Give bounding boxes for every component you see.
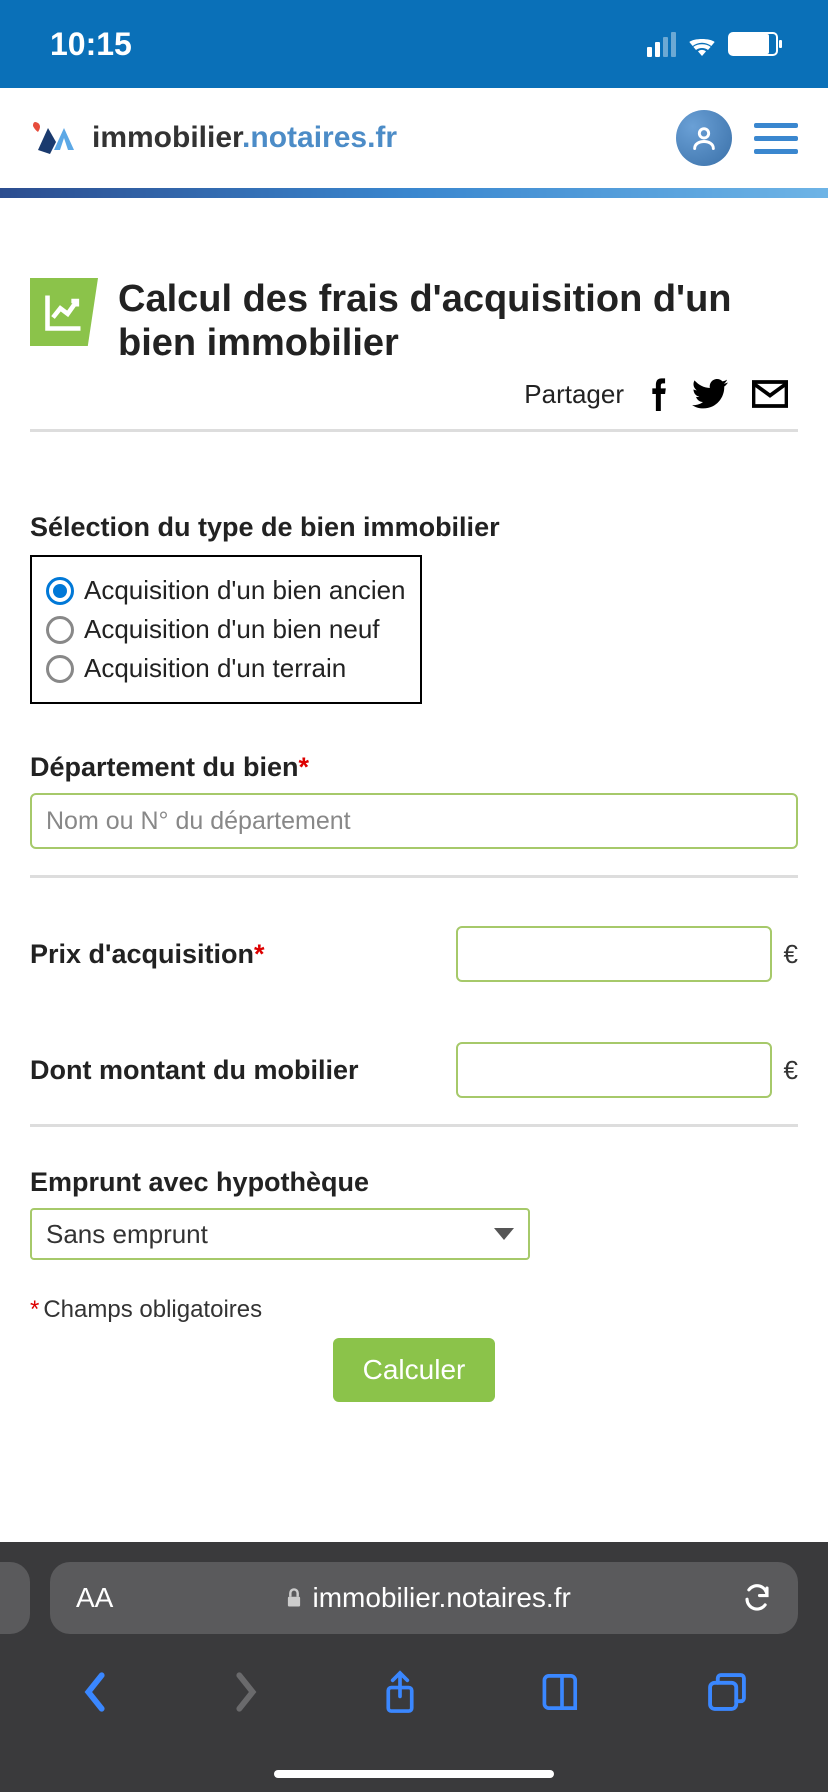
main-content: Calcul des frais d'acquisition d'un bien… [0,198,828,1422]
status-bar: 10:15 [0,0,828,88]
browser-toolbar [0,1670,828,1714]
chart-icon [30,278,98,346]
currency-symbol: € [784,939,798,970]
url-display: immobilier.notaires.fr [285,1582,571,1614]
property-type-group: Acquisition d'un bien ancien Acquisition… [30,555,422,704]
lock-icon [285,1587,303,1609]
mobilier-input[interactable] [456,1042,772,1098]
title-divider [30,429,798,432]
logo[interactable]: immobilier.notaires.fr [30,120,397,156]
signal-icon [647,32,676,57]
facebook-icon[interactable] [648,377,668,411]
emprunt-label: Emprunt avec hypothèque [30,1167,798,1198]
price-input[interactable] [456,926,772,982]
status-icons [647,32,778,57]
battery-icon [728,32,778,56]
page-title: Calcul des frais d'acquisition d'un bien… [118,278,798,365]
calculate-button[interactable]: Calculer [333,1338,496,1402]
radio-icon [46,616,74,644]
property-type-label: Sélection du type de bien immobilier [30,512,798,543]
wifi-icon [686,32,718,56]
radio-label: Acquisition d'un bien neuf [84,614,380,645]
forward-icon[interactable] [232,1672,260,1712]
radio-icon [46,655,74,683]
logo-mark-icon [30,120,84,156]
calc-form: Sélection du type de bien immobilier Acq… [30,512,798,1402]
radio-icon [46,577,74,605]
chevron-down-icon [494,1228,514,1240]
twitter-icon[interactable] [692,379,728,409]
emprunt-value: Sans emprunt [46,1219,208,1250]
radio-label: Acquisition d'un bien ancien [84,575,406,606]
mobilier-label: Dont montant du mobilier [30,1055,358,1086]
url-bar[interactable]: AA immobilier.notaires.fr [50,1562,798,1634]
email-icon[interactable] [752,380,788,408]
currency-symbol: € [784,1055,798,1086]
reload-icon[interactable] [742,1583,772,1613]
emprunt-select[interactable]: Sans emprunt [30,1208,530,1260]
share-label: Partager [524,379,624,410]
browser-chrome: AA immobilier.notaires.fr [0,1542,828,1792]
radio-option-terrain[interactable]: Acquisition d'un terrain [46,649,406,688]
tabs-icon[interactable] [707,1672,747,1712]
radio-option-neuf[interactable]: Acquisition d'un bien neuf [46,610,406,649]
required-note: *Champs obligatoires [30,1296,798,1324]
home-indicator[interactable] [274,1770,554,1778]
department-label: Département du bien* [30,752,798,783]
department-input[interactable] [30,793,798,849]
user-avatar-button[interactable] [676,110,732,166]
radio-option-ancien[interactable]: Acquisition d'un bien ancien [46,571,406,610]
text-size-button[interactable]: AA [76,1582,113,1614]
price-label: Prix d'acquisition* [30,939,264,970]
logo-text: immobilier.notaires.fr [92,121,397,155]
share-icon[interactable] [382,1670,418,1714]
status-time: 10:15 [50,26,132,63]
back-icon[interactable] [81,1672,109,1712]
radio-label: Acquisition d'un terrain [84,653,346,684]
tab-switcher-nub[interactable] [0,1562,30,1634]
bookmarks-icon[interactable] [540,1674,584,1710]
field-divider [30,875,798,878]
share-row: Partager [30,377,798,411]
header-divider [0,188,828,198]
site-header: immobilier.notaires.fr [0,88,828,188]
menu-button[interactable] [754,123,798,154]
field-divider [30,1124,798,1127]
